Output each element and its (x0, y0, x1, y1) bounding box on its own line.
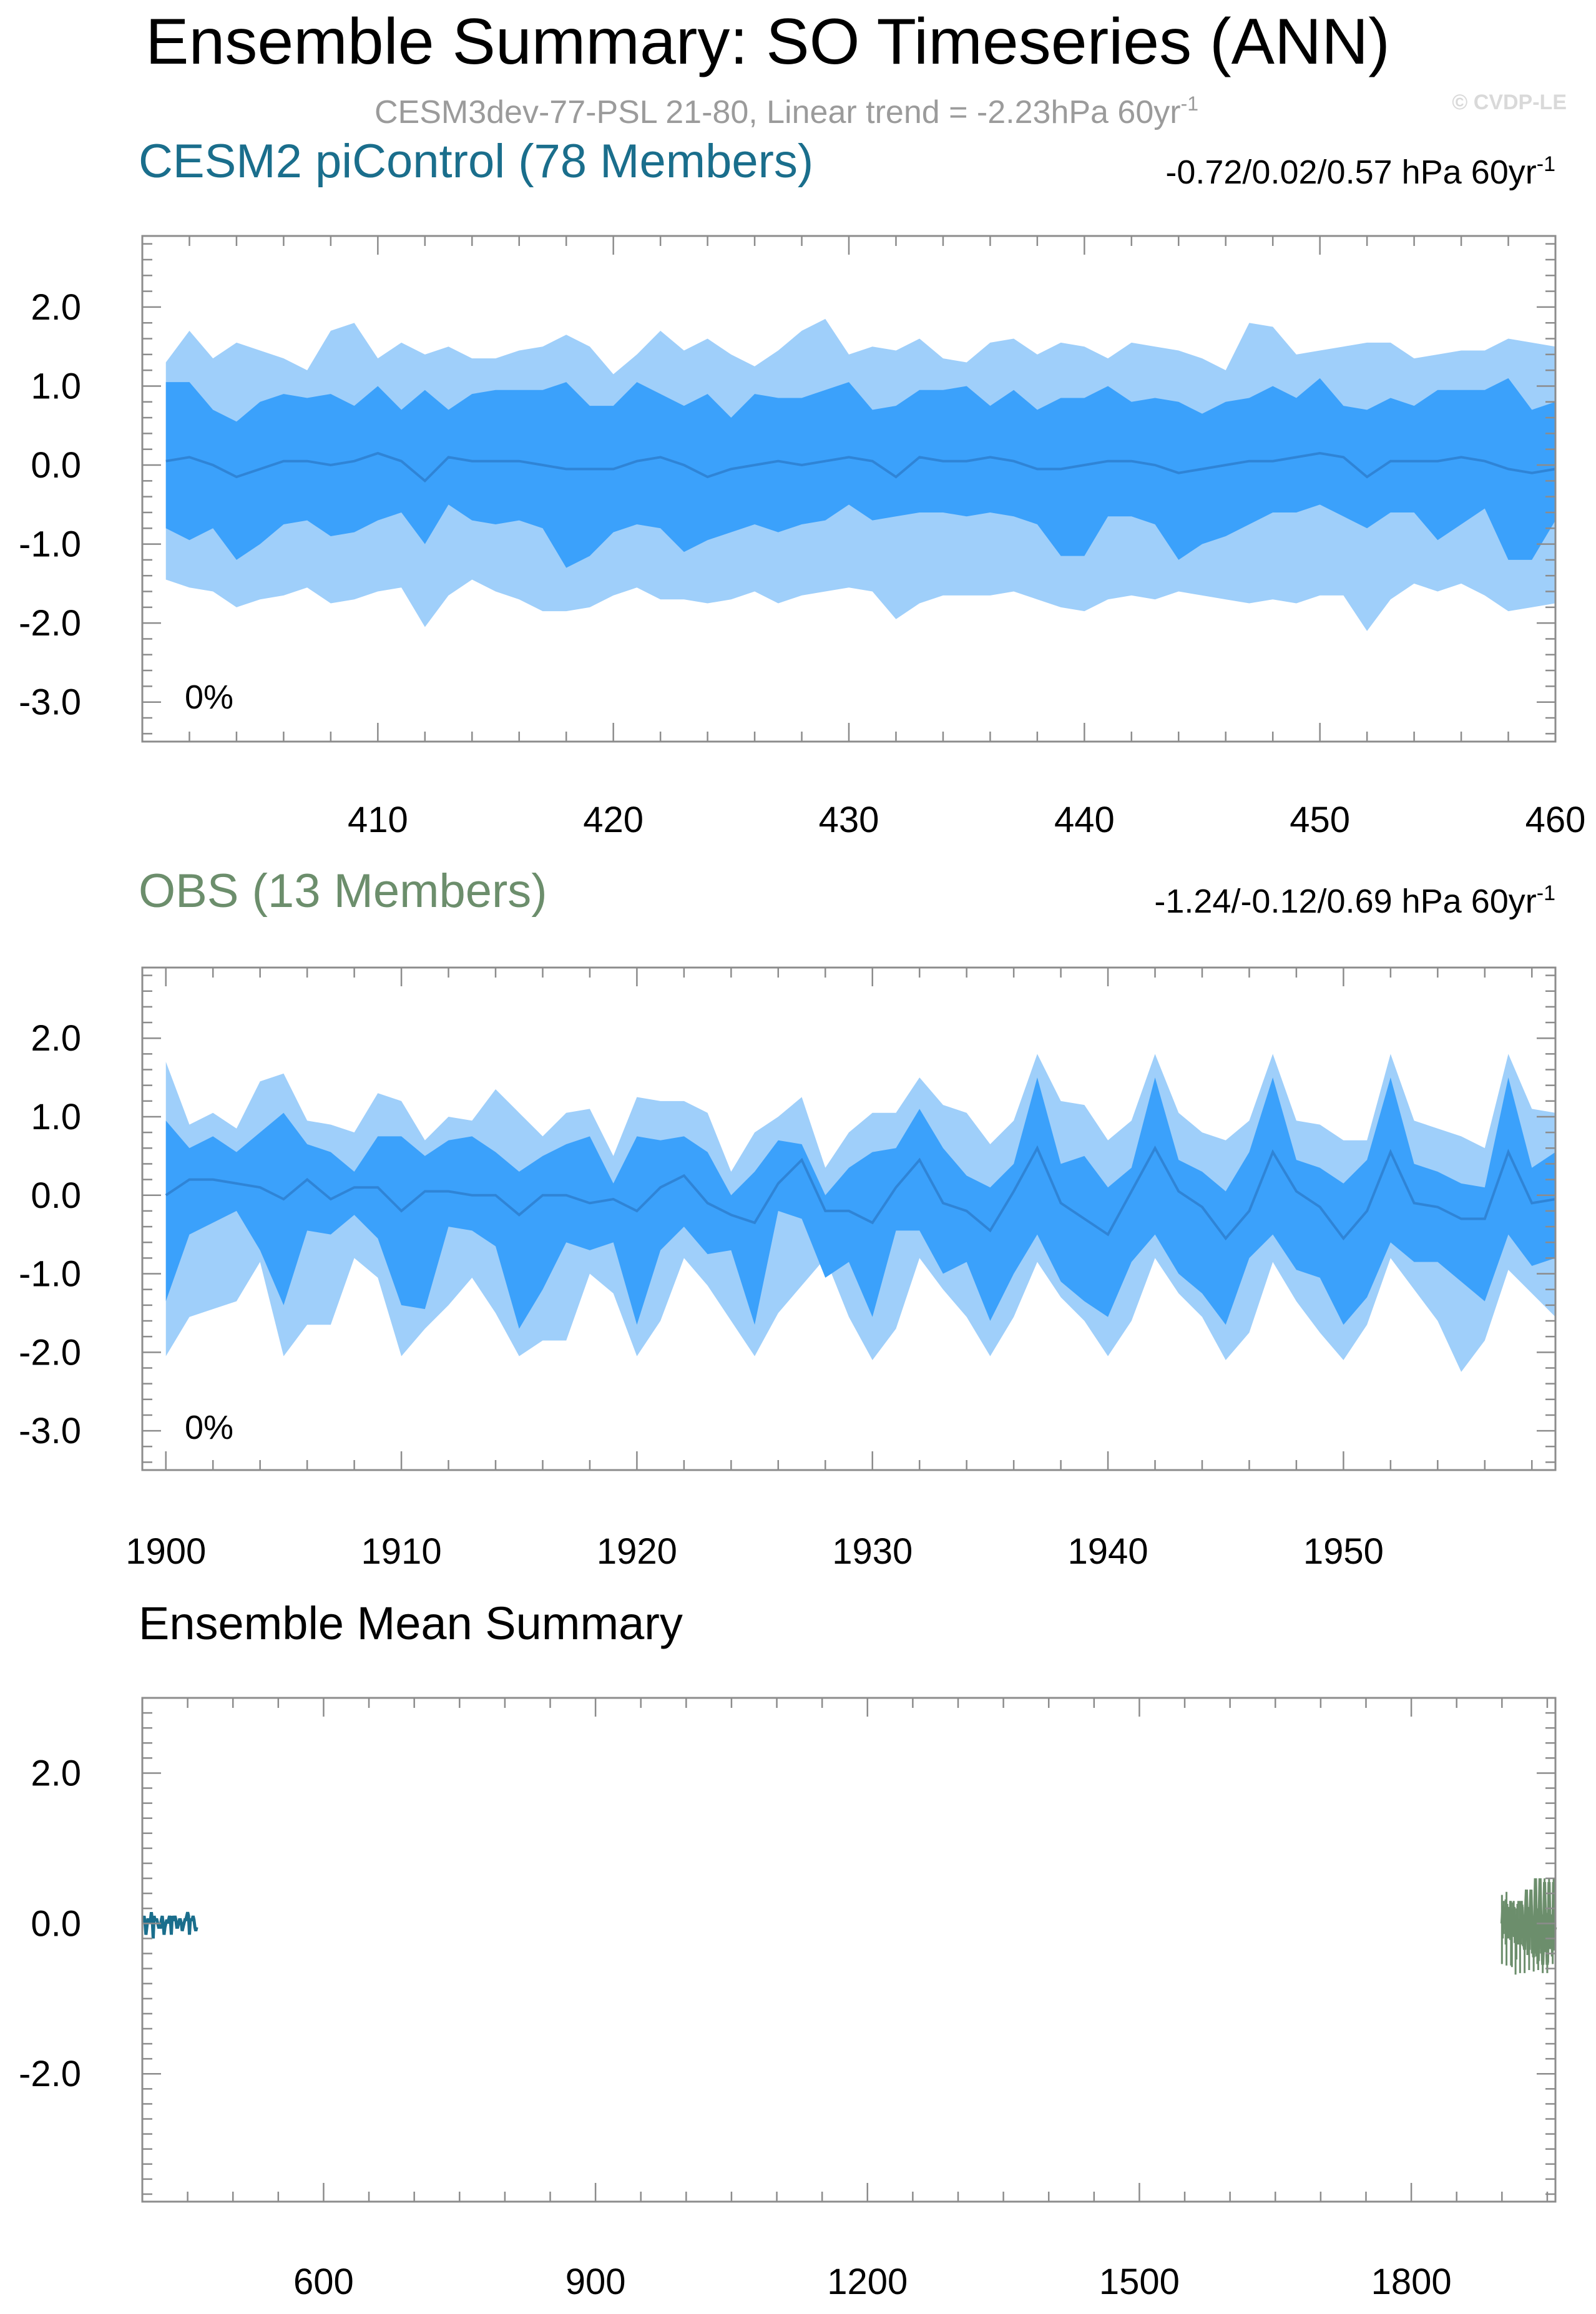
y-tick-label: -3.0 (19, 1411, 81, 1451)
x-tick-label: 1940 (1068, 1531, 1148, 1572)
obs-timeseries-plot: 2.0 1.0 0.0 -1.0 -2.0 -3.0 1900 1910 1920 1930 194… (19, 966, 1557, 1572)
x-tick-label: 1800 (1371, 2262, 1452, 2302)
plot-frame (141, 966, 1557, 1471)
x-tick-label: 460 (1525, 800, 1586, 840)
ensemble-mean-plot: 2.0 0.0 -2.0 600 900 1200 1500 1800 (19, 1697, 1557, 2302)
y-tick-label: 1.0 (31, 1097, 81, 1137)
y-tick-label: 2.0 (31, 1753, 81, 1793)
y-tick-label: 2.0 (31, 1018, 81, 1059)
y-tick-label: -2.0 (19, 603, 81, 644)
y-tick-label: 1.0 (31, 366, 81, 406)
x-tick-label: 410 (348, 800, 408, 840)
y-tick-label: -2.0 (19, 2054, 81, 2094)
plot-frame (141, 1697, 1557, 2203)
figure-subtitle: CESM3dev-77-PSL 21-80, Linear trend = -2… (375, 92, 1198, 130)
x-tick-label: 1900 (125, 1531, 206, 1572)
x-tick-label: 1950 (1303, 1531, 1384, 1572)
ensemble-mean-line (165, 1145, 1556, 1241)
percent-label: 0% (185, 679, 233, 716)
y-tick-label: 2.0 (31, 287, 81, 328)
y-tick-label: -1.0 (19, 1254, 81, 1295)
x-tick-label: 600 (293, 2262, 354, 2302)
inner-spread-band (165, 1077, 1555, 1329)
y-tick-label: 0.0 (31, 1903, 81, 1944)
x-tick-label: 450 (1290, 800, 1350, 840)
x-tick-label: 900 (565, 2262, 626, 2302)
mean-panel-title: Ensemble Mean Summary (139, 1597, 683, 1649)
y-tick-label: -3.0 (19, 682, 81, 723)
x-tick-label: 440 (1054, 800, 1115, 840)
cesm-trend-label: -0.72/0.02/0.57 hPa 60yr-1 (1165, 152, 1555, 191)
obs-panel-title: OBS (13 Members) (139, 865, 547, 918)
x-tick-label: 1930 (832, 1531, 913, 1572)
y-tick-label: 0.0 (31, 445, 81, 486)
inner-spread-band (165, 378, 1555, 568)
x-tick-label: 420 (583, 800, 644, 840)
watermark: © CVDP-LE (1452, 91, 1567, 114)
cesm-panel-title: CESM2 piControl (78 Members) (139, 135, 813, 188)
ensemble-mean-line (165, 451, 1556, 483)
figure-title: Ensemble Summary: SO Timeseries (ANN) (145, 6, 1390, 78)
x-tick-label: 1200 (827, 2262, 908, 2302)
x-tick-label: 430 (819, 800, 879, 840)
x-tick-label: 1920 (597, 1531, 677, 1572)
cesm-timeseries-plot: 2.0 1.0 0.0 -1.0 -2.0 -3.0 410 420 430 440 450 460 0… (19, 235, 1586, 840)
y-tick-label: 0.0 (31, 1175, 81, 1216)
y-tick-label: -1.0 (19, 524, 81, 565)
obs-trend-label: -1.24/-0.12/0.69 hPa 60yr-1 (1154, 881, 1555, 920)
percent-label: 0% (185, 1409, 233, 1446)
y-tick-label: -2.0 (19, 1332, 81, 1373)
x-tick-label: 1910 (361, 1531, 442, 1572)
cesm-mean-series (142, 1911, 198, 1939)
x-tick-label: 1500 (1099, 2262, 1180, 2302)
